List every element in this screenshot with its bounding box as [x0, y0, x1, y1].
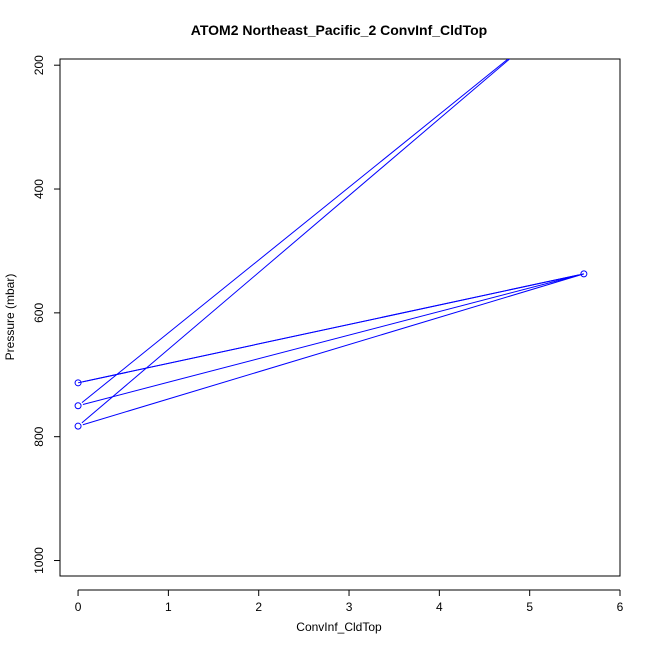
x-tick-label: 2: [255, 600, 262, 614]
series-segment: [82, 274, 580, 405]
x-tick-label: 5: [526, 600, 533, 614]
x-tick-label: 0: [75, 600, 82, 614]
data-point: [74, 379, 82, 387]
series-segment: [77, 273, 584, 384]
x-tick-label: 3: [346, 600, 353, 614]
data-point: [74, 402, 82, 410]
y-axis: 200 400 600 800 1000: [32, 55, 61, 574]
x-axis: 0 1 2 3 4 5 6: [75, 589, 624, 614]
x-tick-label: 6: [617, 600, 624, 614]
y-tick-label: 200: [32, 55, 46, 75]
y-tick-label: 600: [32, 303, 46, 323]
x-tick-label: 1: [165, 600, 172, 614]
series-segment: [81, 59, 511, 424]
x-axis-label: ConvInf_CldTop: [296, 620, 382, 634]
data-point: [580, 270, 588, 278]
y-tick-label: 800: [32, 426, 46, 446]
y-axis-label: Pressure (mbar): [3, 274, 17, 361]
data-point: [74, 422, 82, 430]
series-layer: [74, 59, 588, 430]
x-tick-label: 4: [436, 600, 443, 614]
chart-title: ATOM2 Northeast_Pacific_2 ConvInf_CldTop: [191, 22, 487, 38]
y-tick-label: 1000: [32, 547, 46, 574]
series-segment: [81, 59, 509, 403]
y-tick-label: 400: [32, 179, 46, 199]
series-segment: [82, 273, 585, 426]
plot-frame: [59, 58, 621, 577]
